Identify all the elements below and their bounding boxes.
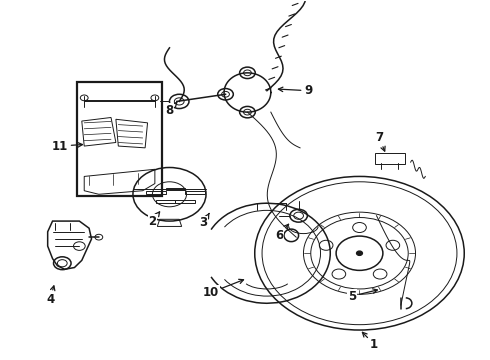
Text: 9: 9 — [278, 84, 313, 97]
FancyBboxPatch shape — [166, 188, 185, 190]
FancyBboxPatch shape — [185, 191, 204, 194]
Bar — [77, 82, 162, 196]
FancyBboxPatch shape — [146, 191, 166, 194]
Text: 4: 4 — [46, 286, 55, 306]
Text: 6: 6 — [275, 224, 289, 242]
Text: 2: 2 — [148, 212, 160, 228]
Text: 8: 8 — [165, 103, 177, 117]
Text: 1: 1 — [363, 332, 378, 351]
Text: 7: 7 — [375, 131, 385, 151]
Text: 10: 10 — [203, 279, 244, 299]
FancyBboxPatch shape — [175, 200, 195, 203]
Text: 11: 11 — [52, 140, 82, 153]
FancyBboxPatch shape — [156, 200, 175, 203]
Text: 5: 5 — [348, 289, 377, 303]
Text: 3: 3 — [199, 213, 209, 229]
Circle shape — [357, 251, 363, 255]
